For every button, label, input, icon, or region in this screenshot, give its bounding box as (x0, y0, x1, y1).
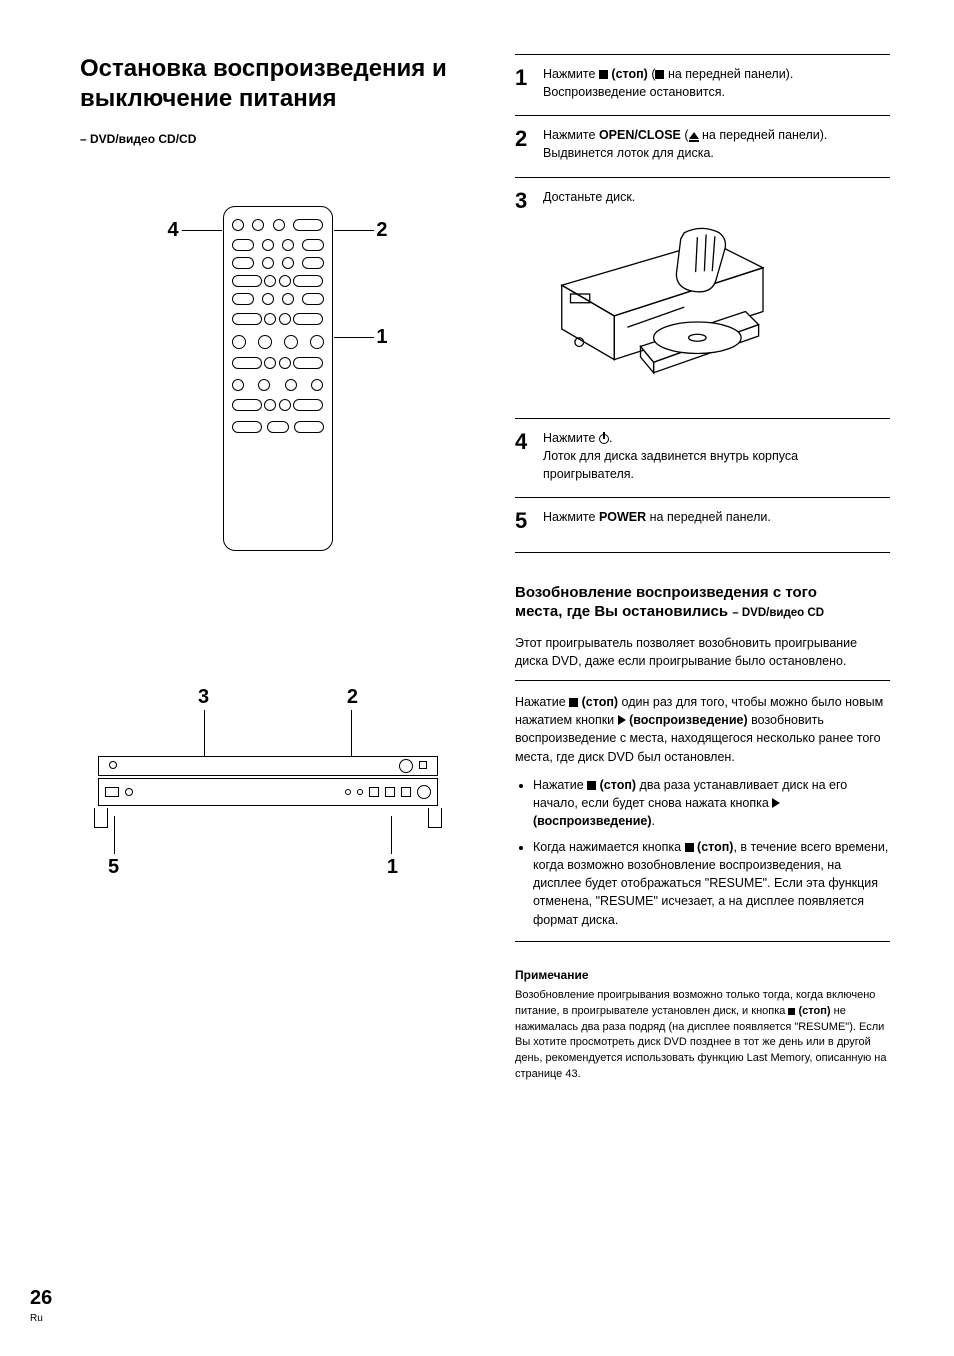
step-text: ( (648, 67, 656, 81)
stop-icon (685, 843, 694, 852)
page-number: 26 Ru (30, 1288, 52, 1326)
step-3: 3 Достаньте диск. (515, 177, 890, 418)
step-text: Нажмите (543, 431, 599, 445)
step-number: 1 (515, 65, 543, 91)
subtitle: – DVD/видео CD/CD (80, 132, 475, 146)
resume-para2: Нажатие (стоп) один раз для того, чтобы … (515, 693, 890, 766)
step-5: 5 Нажмите POWER на передней панели. (515, 497, 890, 548)
step-text: на передней панели). (664, 67, 793, 81)
openclose-label: OPEN/CLOSE (599, 128, 681, 142)
player-callout-3: 3 (198, 686, 209, 709)
resume-heading: Возобновление воспроизведения с того мес… (515, 583, 890, 622)
step-text: Нажмите (543, 128, 599, 142)
step-text: на передней панели). (699, 128, 828, 142)
step-4: 4 Нажмите . Лоток для диска задвинется в… (515, 418, 890, 497)
remote-callout-4: 4 (168, 219, 179, 242)
stop-icon (569, 698, 578, 707)
remote-callout-2: 2 (376, 219, 387, 242)
step-text: Достаньте диск. (543, 190, 635, 204)
stop-label: (стоп) (608, 67, 648, 81)
list-item: Нажатие (стоп) два раза устанавливает ди… (533, 776, 890, 830)
disc-removal-illustration (543, 224, 773, 404)
remote-diagram: 4 2 1 (168, 206, 388, 566)
step-2: 2 Нажмите OPEN/CLOSE ( на передней панел… (515, 115, 890, 176)
step-text: ( (681, 128, 689, 142)
player-callout-1: 1 (387, 856, 398, 879)
resume-bullets: Нажатие (стоп) два раза устанавливает ди… (515, 776, 890, 929)
remote-callout-1: 1 (376, 326, 387, 349)
player-callout-5: 5 (108, 856, 119, 879)
eject-icon (689, 132, 699, 139)
step-text: Нажмите (543, 67, 599, 81)
page-title: Остановка воспроизведения и выключение п… (80, 54, 475, 114)
power-label: POWER (599, 510, 646, 524)
note-body: Возобновление проигрывания возможно толь… (515, 988, 890, 1084)
play-icon (618, 715, 626, 725)
step-text: Нажмите (543, 510, 599, 524)
step-line2: Воспроизведение остановится. (543, 85, 725, 99)
standby-icon (599, 434, 609, 444)
step-line2: Лоток для диска задвинется внутрь корпус… (543, 449, 798, 481)
stop-icon (599, 70, 608, 79)
step-number: 4 (515, 429, 543, 455)
resume-tag: – DVD/видео CD (732, 607, 824, 619)
note-heading: Примечание (515, 968, 890, 982)
play-icon (772, 798, 780, 808)
step-number: 2 (515, 126, 543, 152)
stop-icon (587, 781, 596, 790)
resume-para1: Этот проигрыватель позволяет возобновить… (515, 634, 890, 670)
steps-list: 1 Нажмите (стоп) ( на передней панели). … (515, 54, 890, 553)
step-number: 5 (515, 508, 543, 534)
step-1: 1 Нажмите (стоп) ( на передней панели). … (515, 54, 890, 115)
player-callout-2: 2 (347, 686, 358, 709)
player-diagram: 3 2 (98, 686, 438, 896)
step-text: . (609, 431, 612, 445)
step-text: на передней панели. (646, 510, 771, 524)
step-line2: Выдвинется лоток для диска. (543, 146, 714, 160)
step-number: 3 (515, 188, 543, 214)
list-item: Когда нажимается кнопка (стоп), в течени… (533, 838, 890, 929)
